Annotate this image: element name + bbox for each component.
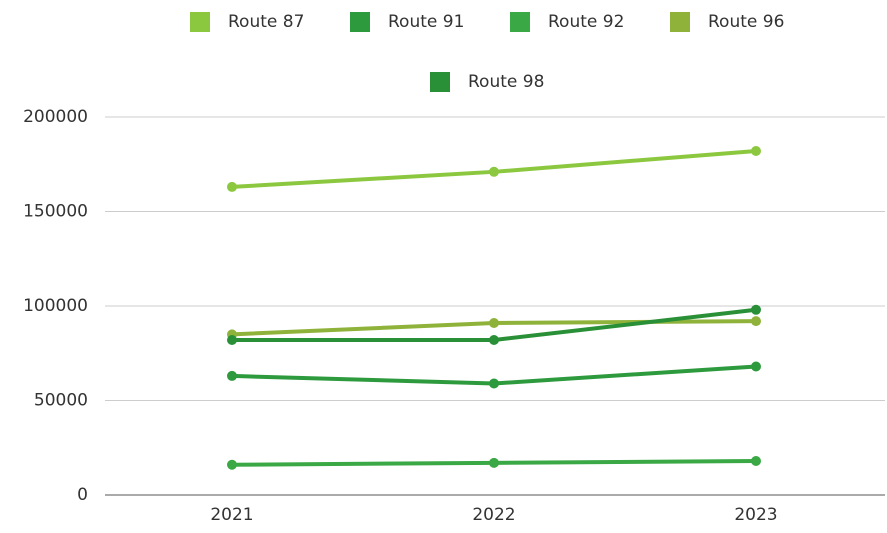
legend-label: Route 87: [228, 12, 304, 32]
y-tick-label: 50000: [34, 391, 88, 411]
point: [489, 378, 499, 389]
point: [751, 455, 761, 466]
point: [227, 181, 237, 192]
legend-label: Route 91: [388, 12, 464, 32]
y-tick-label: 200000: [23, 107, 88, 127]
legend-marker: [430, 72, 450, 92]
point: [751, 316, 761, 327]
y-tick-label: 100000: [23, 296, 88, 316]
legend-marker: [510, 12, 530, 32]
legend-marker: [670, 12, 690, 32]
legend-label: Route 92: [548, 12, 624, 32]
legend-label: Route 96: [708, 12, 784, 32]
x-tick-label: 2023: [734, 505, 777, 525]
point: [489, 335, 499, 346]
point: [227, 459, 237, 470]
point: [227, 370, 237, 381]
point: [489, 318, 499, 329]
point: [751, 146, 761, 157]
point: [751, 361, 761, 372]
x-tick-label: 2022: [472, 505, 515, 525]
y-tick-label: 150000: [23, 202, 88, 222]
legend-label: Route 98: [468, 72, 544, 92]
x-tick-label: 2021: [210, 505, 253, 525]
legend-marker: [190, 12, 210, 32]
point: [751, 304, 761, 315]
point: [489, 166, 499, 177]
y-tick-label: 0: [77, 485, 88, 505]
point: [489, 457, 499, 468]
point: [227, 335, 237, 346]
legend-marker: [350, 12, 370, 32]
